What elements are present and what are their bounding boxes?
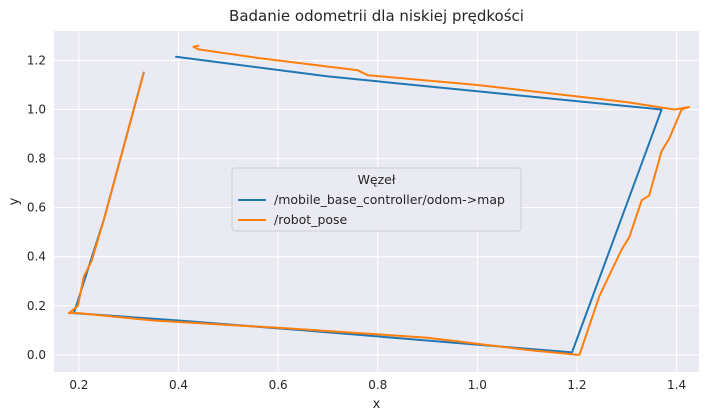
y-tick-label: 0.4 [27,250,46,264]
legend-item-label: /robot_pose [274,212,348,227]
y-tick-label: 0.8 [27,152,46,166]
y-tick-label: 1.0 [27,103,46,117]
y-tick-label: 1.2 [27,53,46,67]
series-line-2 [67,44,690,356]
x-tick-label: 1.4 [667,378,686,392]
chart-title: Badanie odometrii dla niskiej prędkości [229,7,524,25]
x-tick-label: 0.2 [69,378,88,392]
y-tick-label: 0.2 [27,299,46,313]
legend-box [231,167,522,232]
y-tick-label: 0.6 [27,201,46,215]
y-axis-label: y [7,197,22,205]
x-tick-label: 0.4 [169,378,188,392]
legend-item-label: /mobile_base_controller/odom->map [274,192,505,207]
legend-items: /mobile_base_controller/odom->map/robot_… [238,192,505,227]
x-tick-label: 0.8 [368,378,387,392]
legend-title: Węzeł [358,172,396,187]
series-lines [67,44,690,356]
tick-labels: 0.2 0.4 0.6 0.8 1.0 1.2 1.4 0.0 0.2 0.4 0.6 0.8 1.0 1… [27,53,686,392]
x-tick-label: 1.2 [567,378,586,392]
x-tick-label: 1.0 [468,378,487,392]
legend: Węzeł /mobile_base_controller/odom->map/… [231,167,522,232]
x-axis-label: x [373,397,381,412]
y-tick-label: 0.0 [27,348,46,362]
x-tick-label: 0.6 [269,378,288,392]
